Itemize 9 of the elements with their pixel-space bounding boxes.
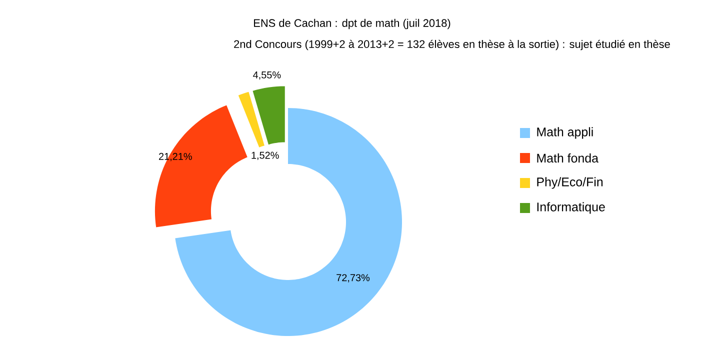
legend-label: Phy/Eco/Fin xyxy=(537,177,603,189)
data-label: 72,73% xyxy=(336,274,370,282)
legend-label: Math appli xyxy=(537,127,593,139)
chart-title: ENS de Cachan : dpt de math (juil 2018) xyxy=(254,18,450,30)
legend-label: Informatique xyxy=(537,202,605,214)
data-label: 1,52% xyxy=(252,152,279,160)
chart-subtitle: 2nd Concours (1999+2 à 2013+2 = 132 élèves en thèse à la sortie) : sujet étudié en thèse xyxy=(234,40,670,50)
legend-label: Math fonda xyxy=(537,153,598,163)
data-label: 4,55% xyxy=(253,71,281,80)
